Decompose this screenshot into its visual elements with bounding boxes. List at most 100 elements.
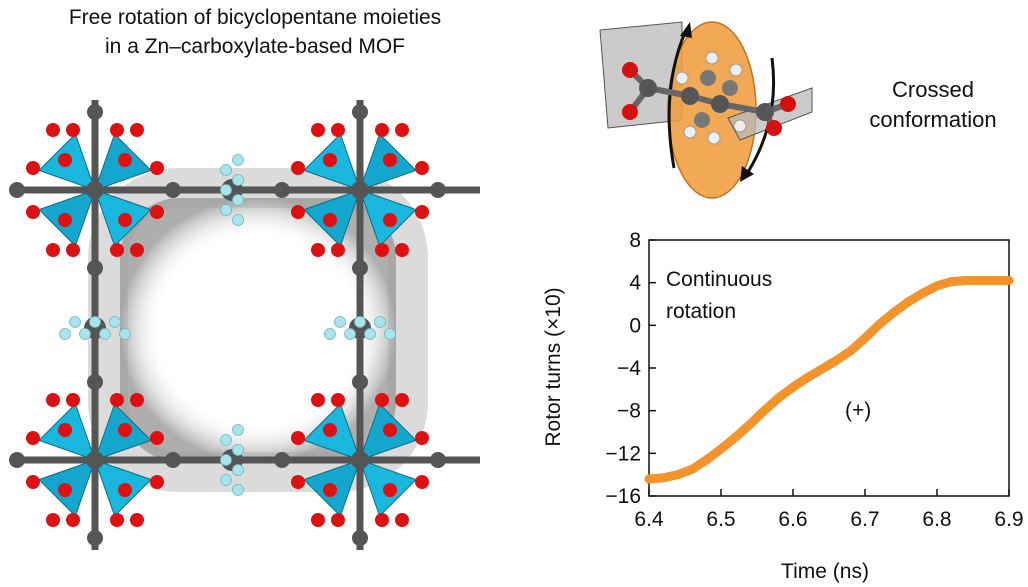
zn-atom	[86, 181, 104, 199]
hydrogen-atom	[220, 434, 232, 446]
zn-atom	[351, 181, 369, 199]
hydrogen-atom	[79, 328, 91, 340]
oxygen-atom	[311, 123, 325, 137]
annotation-line1: Continuous	[666, 268, 772, 291]
oxygen-atom	[415, 475, 429, 489]
carbon-atom	[430, 182, 446, 198]
oxygen-atom	[118, 213, 132, 227]
oxygen-atom	[26, 431, 40, 445]
oxygen-atom	[395, 393, 409, 407]
oxygen-atom	[118, 483, 132, 497]
oxygen-atom	[110, 393, 124, 407]
hydrogen-atom	[334, 316, 346, 328]
hydrogen-atom	[374, 316, 386, 328]
oxygen-atom	[110, 123, 124, 137]
oxygen-atom	[383, 423, 397, 437]
oxygen-atom	[58, 423, 72, 437]
carbon-atom	[87, 104, 103, 120]
bicyclopentane-linker	[220, 154, 244, 226]
data-point	[774, 393, 784, 403]
carbon-atom	[352, 530, 368, 546]
bicyclopentane-linker	[59, 316, 131, 340]
zn-carboxylate-node	[274, 374, 446, 546]
data-point	[874, 319, 884, 329]
data-point	[702, 455, 712, 465]
carbon-atom	[274, 452, 290, 468]
oxygen-atom	[375, 123, 389, 137]
oxygen-atom	[66, 513, 80, 527]
oxygen-atom	[311, 393, 325, 407]
oxygen-atom	[66, 393, 80, 407]
data-point	[788, 382, 798, 392]
hydrogen-atom	[232, 444, 244, 456]
oxygen-atom	[383, 213, 397, 227]
oxygen-atom	[150, 431, 164, 445]
oxygen-atom	[130, 243, 144, 257]
carbon-atom	[430, 452, 446, 468]
oxygen-atom	[323, 483, 337, 497]
y-axis-label: Rotor turns (×10)	[542, 287, 565, 446]
hydrogen-atom	[324, 328, 336, 340]
data-point	[889, 308, 899, 318]
hydrogen-atom	[232, 424, 244, 436]
oxygen-atom	[383, 153, 397, 167]
data-point	[975, 276, 985, 286]
oxygen-atom	[331, 243, 345, 257]
oxygen-atom	[46, 123, 60, 137]
oxygen-atom	[66, 123, 80, 137]
data-point	[961, 276, 971, 286]
rotor-conformation-illustration	[599, 21, 813, 199]
oxygen-atom	[46, 513, 60, 527]
oxygen-atom	[311, 513, 325, 527]
figure-title-line1: Free rotation of bicyclopentane moieties	[68, 6, 442, 29]
hydrogen-atom	[119, 328, 131, 340]
hydrogen-atom	[220, 454, 232, 466]
zn-carboxylate-node	[274, 104, 446, 276]
oxygen-atom	[375, 243, 389, 257]
oxygen-atom	[130, 513, 144, 527]
rotor-turns-chart: 8 4 0 −4 −8 −12 −166.4 6.5 6.6 6.7 6.8 6.9 Rotor tu…	[542, 229, 1024, 583]
hydrogen-atom	[232, 484, 244, 496]
data-point	[817, 364, 827, 374]
oxygen-atom	[66, 243, 80, 257]
carbon-atom	[87, 260, 103, 276]
y-tick-label: −16	[605, 485, 641, 508]
carbon-atom	[9, 452, 25, 468]
hydrogen-atom	[220, 474, 232, 486]
data-point	[658, 473, 668, 483]
hydrogen-atom	[220, 184, 232, 196]
data-point	[932, 281, 942, 291]
x-axis-label: Time (ns)	[781, 560, 869, 583]
carbon-atom	[352, 104, 368, 120]
oxygen-atom	[331, 513, 345, 527]
hydrogen-atom	[109, 316, 121, 328]
conformation-label-line1: Crossed	[892, 77, 974, 102]
oxygen-atom	[331, 393, 345, 407]
data-point	[846, 346, 856, 356]
oxygen-atom	[26, 205, 40, 219]
x-tick-label: 6.8	[922, 508, 951, 531]
oxygen-atom	[415, 205, 429, 219]
hydrogen-atom	[384, 328, 396, 340]
x-tick-label: 6.7	[850, 508, 879, 531]
annotation-line2: rotation	[666, 300, 736, 323]
oxygen-atom	[375, 393, 389, 407]
series-label: (+)	[845, 399, 871, 422]
y-tick-label: −8	[617, 400, 641, 423]
oxygen-atom	[130, 393, 144, 407]
carbon-atom	[87, 374, 103, 390]
oxygen-atom	[375, 513, 389, 527]
hydrogen-atom	[59, 328, 71, 340]
oxygen-atom	[26, 475, 40, 489]
data-point	[1004, 276, 1014, 286]
x-tick-label: 6.4	[634, 508, 664, 531]
data-point	[831, 356, 841, 366]
data-point	[730, 432, 740, 442]
hydrogen-atom	[354, 316, 366, 328]
oxygen-atom	[323, 153, 337, 167]
data-point	[644, 474, 654, 484]
oxygen-atom	[58, 483, 72, 497]
hydrogen-atom	[232, 194, 244, 206]
oxygen-atom	[150, 161, 164, 175]
oxygen-atom	[110, 243, 124, 257]
